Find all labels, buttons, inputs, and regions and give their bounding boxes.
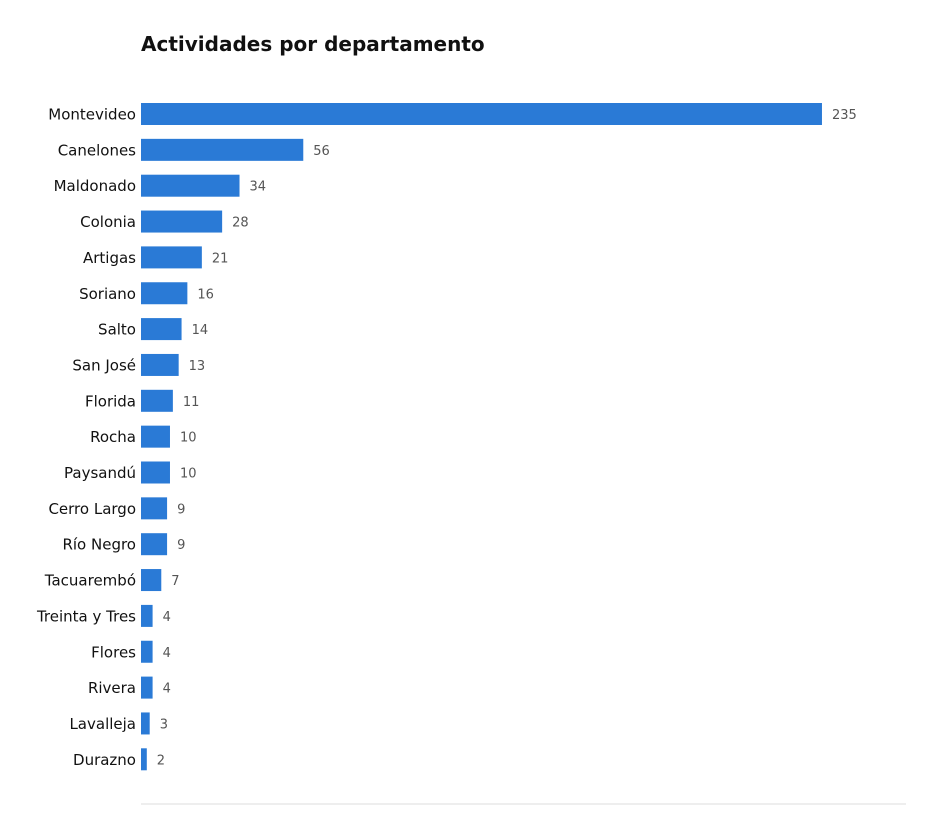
value-label: 10 [180,467,197,482]
value-label: 10 [180,431,197,446]
category-label: Rivera [88,679,136,697]
value-label: 235 [832,108,857,123]
bar-7 [141,353,179,376]
category-label: Paysandú [64,464,136,482]
category-label: Flores [91,643,136,661]
category-label: Salto [98,321,136,339]
value-label: 4 [163,682,171,697]
bar-5 [141,282,188,305]
value-label: 11 [183,395,200,410]
category-label: Durazno [73,751,136,769]
bar-11 [141,497,168,520]
value-label: 3 [160,717,168,732]
bar-3 [141,210,223,233]
category-label: Río Negro [62,536,136,554]
bar-13 [141,569,162,592]
chart-title: Actividades por departamento [141,32,485,56]
value-label: 7 [171,574,179,589]
value-label: 2 [157,753,165,768]
category-label: Soriano [79,285,136,303]
value-label: 56 [313,144,330,159]
bar-17 [141,712,150,735]
bar-9 [141,425,170,448]
category-label: Rocha [90,428,136,446]
category-label: Artigas [83,249,136,267]
bar-1 [141,138,304,161]
bar-2 [141,174,240,197]
value-label: 21 [212,251,229,266]
bar-15 [141,640,153,663]
value-label: 16 [197,287,214,302]
value-label: 28 [232,216,249,231]
category-label: Tacuarembó [44,572,136,590]
bar-18 [141,748,147,771]
category-label: Montevideo [48,106,136,124]
value-label: 4 [163,610,171,625]
value-label: 14 [192,323,209,338]
category-label: Colonia [80,213,136,231]
value-label: 13 [189,359,206,374]
value-label: 4 [163,646,171,661]
category-label: Treinta y Tres [36,607,136,625]
bar-6 [141,318,182,341]
bar-12 [141,533,168,556]
category-label: Maldonado [54,177,136,195]
bar-16 [141,676,153,699]
value-label: 34 [250,180,267,195]
bar-8 [141,389,173,412]
bar-4 [141,246,202,269]
category-label: Lavalleja [69,715,136,733]
bar-10 [141,461,170,484]
category-label: San José [72,356,136,374]
value-label: 9 [177,538,185,553]
category-label: Florida [85,392,136,410]
value-label: 9 [177,502,185,517]
bar-0 [141,103,822,125]
category-label: Cerro Largo [48,500,136,518]
bar-14 [141,604,153,627]
category-label: Canelones [58,141,136,159]
